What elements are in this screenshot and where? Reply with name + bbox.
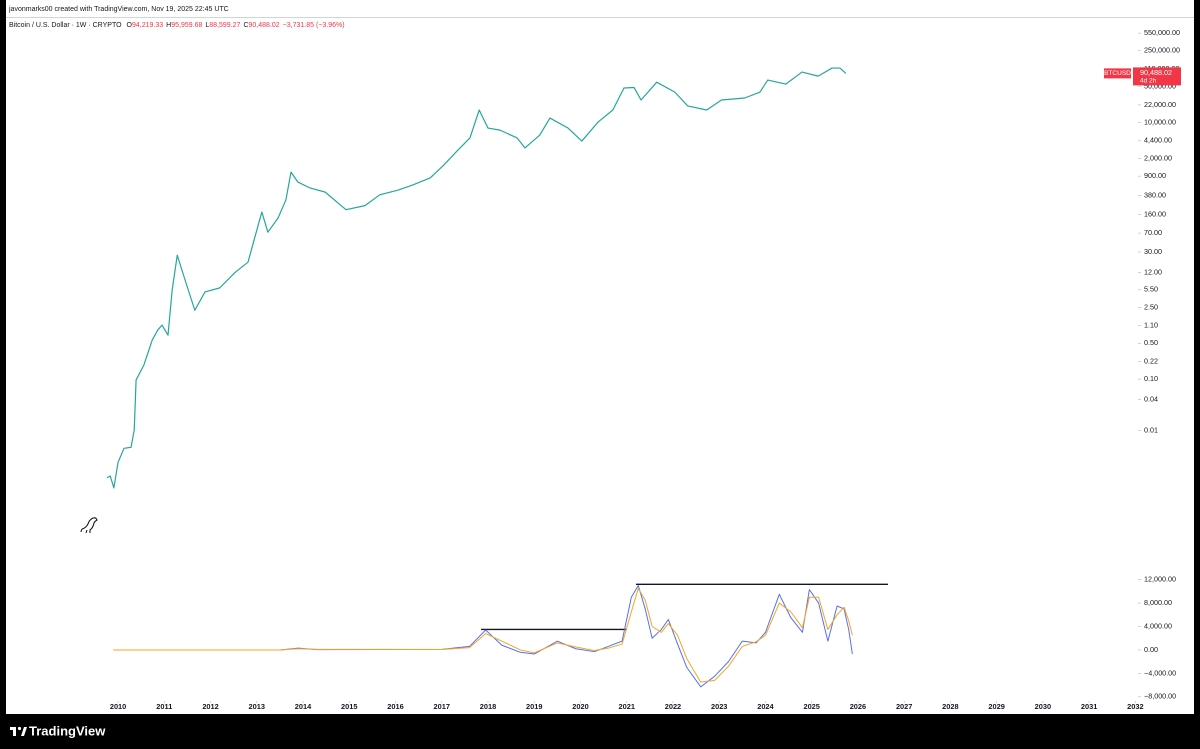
y-tick-label: 0.00: [1144, 645, 1158, 654]
ohlc-value: 90,488.02: [249, 22, 280, 29]
y-tick-label: 5.50: [1144, 285, 1158, 294]
y-tick-label: 4,000.00: [1144, 621, 1172, 630]
x-tick-label: 2010: [110, 702, 126, 711]
ohlc-key: H: [166, 22, 171, 29]
y-tick-label: 70.00: [1144, 228, 1162, 237]
x-tick-label: 2029: [988, 702, 1004, 711]
x-tick-label: 2032: [1127, 702, 1143, 711]
x-tick-label: 2022: [665, 702, 681, 711]
x-tick-label: 2024: [757, 702, 774, 711]
y-tick-label: 50,000.00: [1144, 82, 1176, 91]
x-tick-label: 2023: [711, 702, 727, 711]
x-tick-label: 2016: [387, 702, 403, 711]
y-tick-label: 8,000.00: [1144, 598, 1172, 607]
price-label-bg: [1133, 67, 1181, 86]
top-bar: [6, 0, 1194, 17]
x-tick-label: 2025: [803, 702, 819, 711]
y-tick-label: 0.01: [1144, 425, 1158, 434]
symbol-label: BTCUSD: [1104, 70, 1131, 77]
x-tick-label: 2019: [526, 702, 542, 711]
x-tick-label: 2014: [295, 702, 312, 711]
x-tick-label: 2027: [896, 702, 912, 711]
price-label: 90,488.02: [1140, 68, 1172, 77]
logo-part: [17, 726, 22, 731]
symbol-label-bg: [1104, 68, 1131, 79]
series-line: [113, 585, 853, 688]
symbol-header: Bitcoin / U.S. Dollar · 1W · CRYPTO O94,2…: [9, 22, 345, 29]
y-tick-label: 1.10: [1144, 321, 1158, 330]
ohlc-key: O: [127, 22, 133, 29]
ohlc-value: 88,599.27: [209, 22, 240, 29]
countdown: 4d 2h: [1140, 78, 1157, 85]
brand-name: TradingView: [29, 723, 106, 738]
x-tick-label: 2011: [156, 702, 172, 711]
x-tick-label: 2018: [480, 702, 496, 711]
x-tick-label: 2013: [249, 702, 265, 711]
symbol-name: Bitcoin / U.S. Dollar · 1W · CRYPTO: [9, 22, 122, 29]
x-tick-label: 2028: [942, 702, 958, 711]
series-line: [106, 67, 847, 489]
logo-part: [13, 727, 16, 736]
x-tick-label: 2020: [572, 702, 588, 711]
y-tick-label: 4,400.00: [1144, 136, 1172, 145]
ohlc-key: C: [243, 22, 248, 29]
brand: TradingView: [10, 723, 106, 738]
ohlc-value: 94,219.33: [132, 22, 163, 29]
y-tick-label: 2,000.00: [1144, 153, 1172, 162]
y-tick-label: −4,000.00: [1144, 668, 1176, 677]
y-tick-label: 22,000.00: [1144, 100, 1176, 109]
y-tick-label: 900.00: [1144, 171, 1166, 180]
ohlc-key: L: [205, 22, 209, 29]
y-tick-label: 12.00: [1144, 267, 1162, 276]
x-tick-label: 2030: [1035, 702, 1051, 711]
change: −3,731.85: [283, 22, 314, 29]
series-line: [113, 587, 853, 683]
plot: 1,250,000.00550,000.00250,000.00110,000.…: [106, 10, 1186, 711]
y-tick-label: 550,000.00: [1144, 28, 1180, 37]
change-pct: (−3.96%): [316, 22, 345, 29]
y-tick-label: 10,000.00: [1144, 117, 1176, 126]
y-tick-label: 2.50: [1144, 302, 1158, 311]
y-tick-label: 250,000.00: [1144, 46, 1180, 55]
ohlc-value: 95,959.68: [171, 22, 202, 29]
y-tick-label: 160.00: [1144, 210, 1166, 219]
y-tick-label: 0.50: [1144, 338, 1158, 347]
y-tick-label: 380.00: [1144, 190, 1166, 199]
y-tick-label: −8,000.00: [1144, 692, 1176, 701]
x-tick-label: 2012: [202, 702, 218, 711]
y-tick-label: 0.10: [1144, 374, 1158, 383]
y-tick-label: 0.04: [1144, 394, 1158, 403]
logo-part: [21, 727, 27, 736]
y-tick-label: 0.22: [1144, 356, 1158, 365]
x-tick-label: 2021: [618, 702, 634, 711]
x-tick-label: 2031: [1081, 702, 1097, 711]
chart-area: [6, 0, 1194, 714]
x-tick-label: 2017: [434, 702, 450, 711]
x-tick-label: 2015: [341, 702, 357, 711]
x-tick-label: 2026: [850, 702, 866, 711]
y-tick-label: 12,000.00: [1144, 575, 1176, 584]
y-tick-label: 30.00: [1144, 247, 1162, 256]
dino-icon: [80, 517, 98, 534]
credit: javonmarks00 created with TradingView.co…: [8, 6, 229, 13]
